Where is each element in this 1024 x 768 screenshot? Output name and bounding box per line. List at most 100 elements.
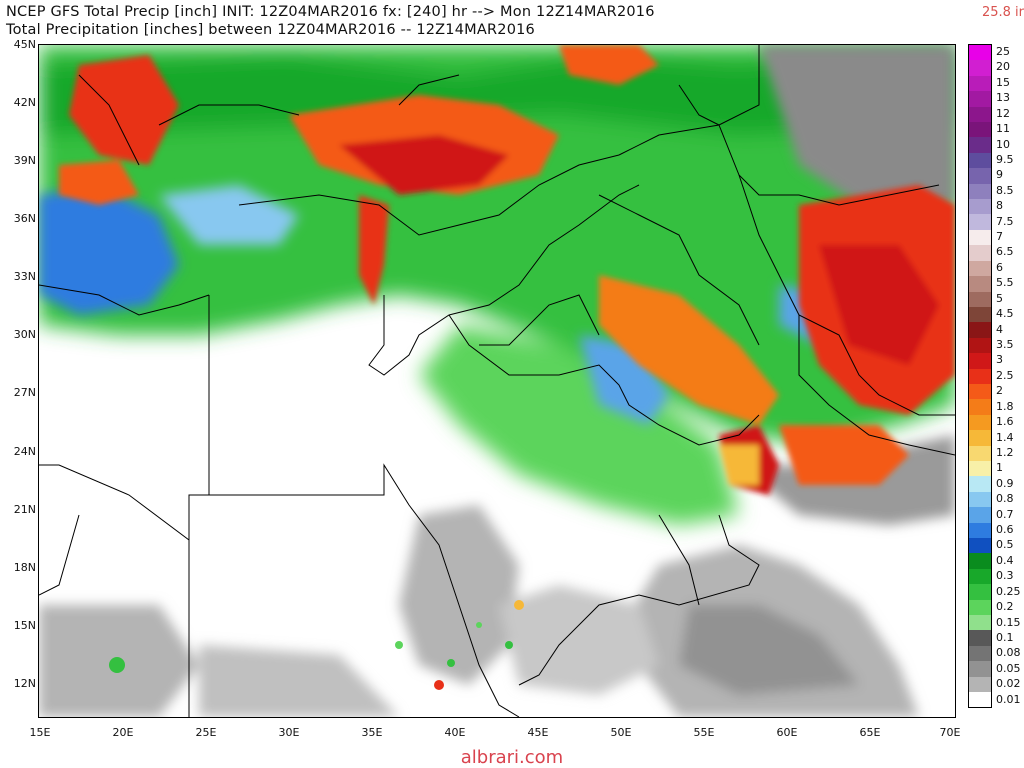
legend-swatch [969,91,991,107]
legend-label: 9.5 [996,152,1014,166]
legend-swatch [969,538,991,554]
legend-label: 1 [996,461,1003,475]
legend-label: 1.2 [996,445,1014,459]
legend-swatch [969,507,991,523]
legend-swatch [969,214,991,230]
legend-swatch [969,75,991,92]
lon-label: 55E [693,726,715,739]
legend-label: 2 [996,384,1003,398]
precip-legend [968,44,992,709]
lat-label: 15N [13,619,36,632]
legend-swatch [969,306,991,323]
legend-swatch [969,152,991,169]
lon-label: 15E [29,726,51,739]
legend-swatch [969,445,991,461]
legend-label: 0.5 [996,538,1014,552]
lat-label: 18N [13,561,36,574]
legend-swatch [969,399,991,415]
legend-swatch [969,692,991,708]
legend-swatch [969,199,991,215]
precip-speckle-cells [109,600,524,690]
lon-label: 70E [939,726,961,739]
lon-label: 65E [859,726,881,739]
legend-swatch [969,291,991,307]
legend-label: 4.5 [996,307,1014,321]
lat-label: 27N [13,386,36,399]
lat-label: 12N [13,677,36,690]
lat-label: 24N [13,445,36,458]
legend-label: 20 [996,60,1010,74]
legend-label: 0.01 [996,692,1021,706]
legend-label: 13 [996,91,1010,105]
legend-swatch [969,615,991,631]
legend-label: 25 [996,45,1010,58]
legend-swatch [969,476,991,492]
lat-label: 45N [13,38,36,51]
legend-label: 0.7 [996,507,1014,521]
legend-label: 15 [996,75,1010,89]
legend-label: 12 [996,106,1010,120]
legend-label: 8.5 [996,183,1014,197]
precipitation-map [38,44,956,718]
legend-label: 0.08 [996,646,1021,660]
legend-swatch [969,229,991,246]
legend-swatch [969,122,991,138]
legend-label: 1.8 [996,399,1014,413]
legend-label: 3 [996,353,1003,367]
legend-swatch [969,106,991,123]
legend-label: 6 [996,260,1003,274]
legend-swatch [969,322,991,338]
legend-label: 11 [996,122,1010,136]
legend-label: 8 [996,199,1003,213]
legend-swatch [969,260,991,277]
legend-swatch [969,645,991,662]
legend-label: 0.4 [996,553,1014,567]
lon-label: 45E [527,726,549,739]
legend-swatch [969,245,991,261]
legend-swatch [969,414,991,431]
legend-label: 1.6 [996,415,1014,429]
lon-label: 60E [776,726,798,739]
legend-label: 0.3 [996,569,1014,583]
map-subtitle: Total Precipitation [inches] between 12Z… [6,22,535,38]
legend-swatch [969,676,991,693]
legend-swatch [969,353,991,369]
legend-swatch [969,60,991,76]
legend-swatch [969,584,991,600]
legend-label: 2.5 [996,368,1014,382]
country-borders [39,45,955,717]
lon-label: 35E [361,726,383,739]
legend-swatch [969,383,991,400]
legend-swatch [969,553,991,569]
lat-label: 21N [13,503,36,516]
legend-swatch [969,430,991,446]
lat-label: 42N [13,96,36,109]
legend-swatch [969,460,991,477]
legend-label: 4 [996,322,1003,336]
legend-swatch [969,183,991,200]
legend-label: 0.15 [996,615,1021,629]
legend-label: 6.5 [996,245,1014,259]
legend-swatch [969,45,991,61]
max-value-label: 25.8 ir [981,5,1024,20]
map-title: NCEP GFS Total Precip [inch] INIT: 12Z04… [6,4,655,20]
legend-label: 0.9 [996,476,1014,490]
legend-swatch [969,137,991,153]
legend-label: 5.5 [996,276,1014,290]
legend-swatch [969,491,991,508]
legend-swatch [969,599,991,616]
legend-swatch [969,337,991,354]
precip-heavy-zone [59,45,955,495]
lat-label: 36N [13,212,36,225]
watermark: albrari.com [460,747,564,768]
legend-swatch [969,522,991,538]
legend-swatch [969,568,991,585]
legend-swatch [969,368,991,384]
lon-label: 40E [444,726,466,739]
legend-label: 1.4 [996,430,1014,444]
legend-label: 0.1 [996,630,1014,644]
legend-label: 7 [996,230,1003,244]
legend-label: 10 [996,137,1010,151]
legend-label: 0.6 [996,523,1014,537]
legend-label: 7.5 [996,214,1014,228]
